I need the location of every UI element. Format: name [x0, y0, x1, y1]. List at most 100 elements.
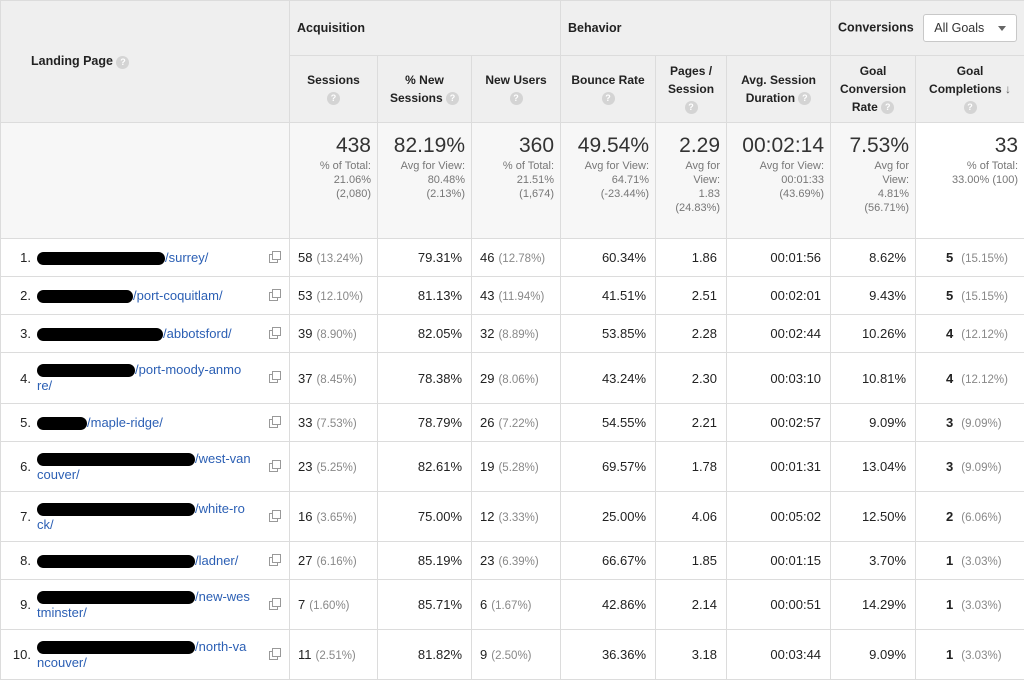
open-in-new-window-icon[interactable] [269, 371, 281, 383]
avg-duration-cell: 00:02:01 [727, 277, 831, 315]
total-note: (56.71%) [835, 201, 909, 215]
sessions-cell: 53(12.10%) [290, 277, 378, 315]
new-sessions-cell: 78.38% [378, 353, 472, 404]
col-new-users[interactable]: New Users? [472, 56, 561, 123]
landing-page-header[interactable]: Landing Page ? [1, 1, 290, 123]
total-value: 33 [920, 133, 1018, 159]
avg-duration-cell: 00:03:10 [727, 353, 831, 404]
sessions-pct: (12.10%) [316, 291, 363, 303]
goal-select-value: All Goals [934, 21, 984, 35]
sessions-cell: 7(1.60%) [290, 580, 378, 630]
redacted-mark [37, 453, 195, 466]
avg-duration-cell: 00:02:44 [727, 315, 831, 353]
avg-duration-cell: 00:01:31 [727, 442, 831, 492]
pages-session-cell: 2.21 [656, 404, 727, 442]
total-goal-completions: 33% of Total:33.00% (100) [916, 123, 1024, 239]
redacted-mark [37, 328, 163, 341]
sessions-value: 7 [298, 597, 305, 612]
open-in-new-window-icon[interactable] [269, 251, 281, 263]
landing-page-link[interactable]: /surrey/ [37, 250, 253, 266]
sessions-pct: (5.25%) [316, 462, 356, 474]
col-label-line: Completions [929, 82, 1002, 96]
landing-page-cell: 1./surrey/ [1, 239, 290, 277]
new-users-cell: 46(12.78%) [472, 239, 561, 277]
goal-select-dropdown[interactable]: All Goals [923, 14, 1017, 42]
row-number: 8. [9, 553, 31, 568]
new-users-cell: 23(6.39%) [472, 542, 561, 580]
col-label-line: Bounce Rate [571, 73, 644, 87]
total-value: 7.53% [835, 133, 909, 159]
new-sessions-cell: 75.00% [378, 492, 472, 542]
help-icon[interactable]: ? [116, 56, 129, 69]
total-note: % of Total: [920, 159, 1018, 173]
goal-conversion-rate-cell: 12.50% [831, 492, 916, 542]
total-value: 49.54% [565, 133, 649, 159]
help-icon[interactable]: ? [798, 92, 811, 105]
total-note: 33.00% (100) [920, 173, 1018, 187]
total-note: (2,080) [294, 187, 371, 201]
bounce-rate-cell: 53.85% [561, 315, 656, 353]
new-users-pct: (12.78%) [498, 253, 545, 265]
new-users-pct: (1.67%) [491, 600, 531, 612]
total-value: 82.19% [382, 133, 465, 159]
help-icon[interactable]: ? [685, 101, 698, 114]
new-sessions-cell: 85.71% [378, 580, 472, 630]
landing-page-link[interactable]: /maple-ridge/ [37, 415, 253, 431]
link-text-line1: /ladner/ [195, 553, 238, 568]
col-pages-session[interactable]: Pages /Session? [656, 56, 727, 123]
open-in-new-window-icon[interactable] [269, 327, 281, 339]
new-sessions-cell: 85.19% [378, 542, 472, 580]
open-in-new-window-icon[interactable] [269, 460, 281, 472]
landing-page-link[interactable]: /port-coquitlam/ [37, 288, 253, 304]
col-goal-completions[interactable]: Goal Completions ↓? [916, 56, 1024, 123]
redacted-mark [37, 503, 195, 516]
help-icon[interactable]: ? [602, 92, 615, 105]
total-note: (43.69%) [731, 187, 824, 201]
help-icon[interactable]: ? [881, 101, 894, 114]
goal-completions-value: 5 [946, 250, 953, 265]
link-text-line1: /west-van [195, 451, 251, 466]
col-sessions[interactable]: Sessions? [290, 56, 378, 123]
open-in-new-window-icon[interactable] [269, 598, 281, 610]
help-icon[interactable]: ? [446, 92, 459, 105]
goal-completions-cell: 3(9.09%) [916, 404, 1024, 442]
avg-duration-cell: 00:02:57 [727, 404, 831, 442]
col-label-line: Goal [957, 64, 984, 78]
landing-page-header-label: Landing Page [31, 54, 113, 68]
landing-page-link[interactable]: /abbotsford/ [37, 326, 253, 342]
sessions-value: 37 [298, 371, 312, 386]
new-users-pct: (7.22%) [498, 418, 538, 430]
help-icon[interactable]: ? [327, 92, 340, 105]
link-text-line1: /port-coquitlam/ [133, 288, 223, 303]
redacted-mark [37, 252, 165, 265]
pages-session-cell: 2.14 [656, 580, 727, 630]
new-sessions-cell: 79.31% [378, 239, 472, 277]
goal-completions-value: 1 [946, 553, 953, 568]
open-in-new-window-icon[interactable] [269, 289, 281, 301]
new-users-cell: 26(7.22%) [472, 404, 561, 442]
open-in-new-window-icon[interactable] [269, 554, 281, 566]
sort-desc-icon[interactable]: ↓ [1005, 82, 1011, 96]
sessions-pct: (2.51%) [316, 650, 356, 662]
sessions-cell: 16(3.65%) [290, 492, 378, 542]
open-in-new-window-icon[interactable] [269, 510, 281, 522]
open-in-new-window-icon[interactable] [269, 648, 281, 660]
col-bounce-rate[interactable]: Bounce Rate? [561, 56, 656, 123]
open-in-new-window-icon[interactable] [269, 416, 281, 428]
help-icon[interactable]: ? [964, 101, 977, 114]
goal-completions-pct: (3.03%) [961, 650, 1001, 662]
sessions-pct: (6.16%) [316, 556, 356, 568]
landing-page-link[interactable]: /ladner/ [37, 553, 253, 569]
help-icon[interactable]: ? [510, 92, 523, 105]
